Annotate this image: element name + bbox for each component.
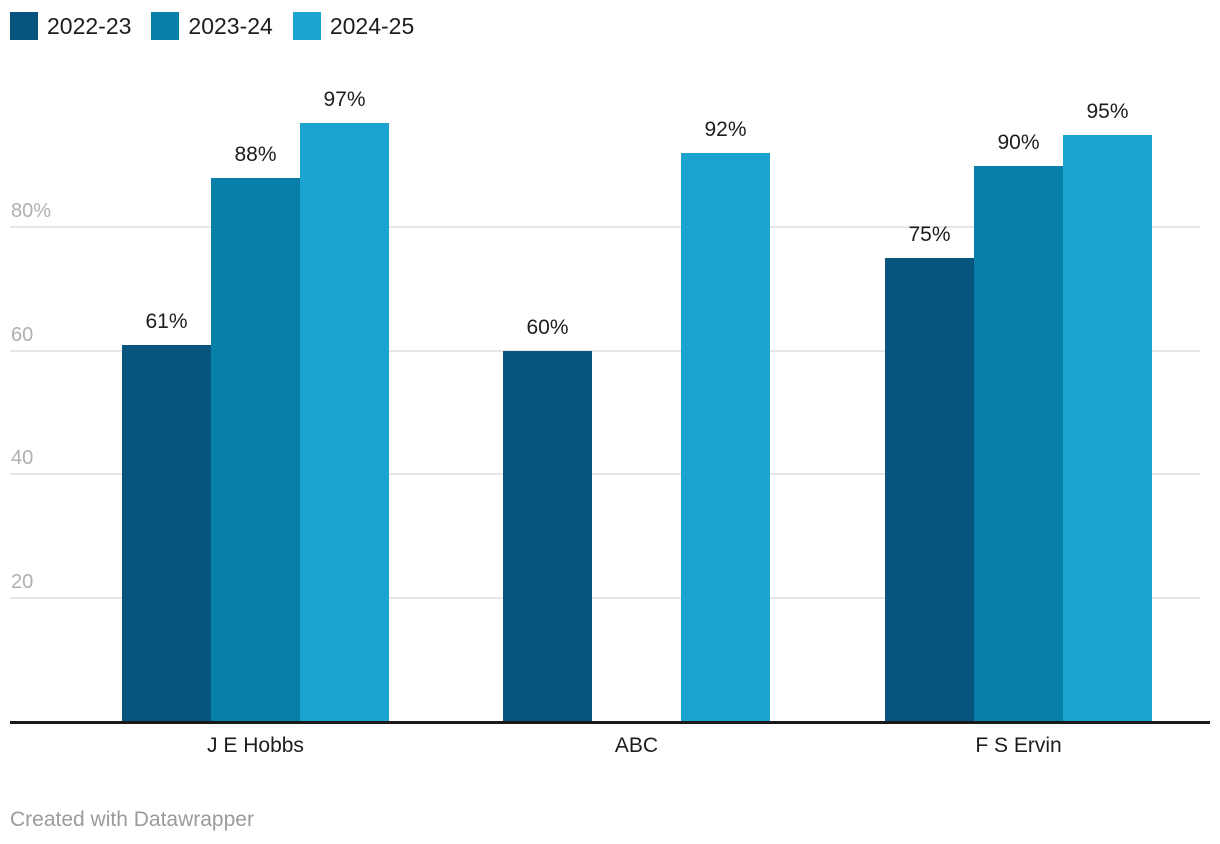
y-tick-label: 40 (11, 447, 34, 469)
bar-slot: 61% (122, 310, 211, 721)
bar-2023-24-j-e-hobbs[interactable] (211, 178, 300, 721)
bar-value-label: 60% (526, 316, 569, 339)
bar-value-label: 97% (323, 88, 366, 111)
legend-item: 2023-24 (151, 12, 273, 40)
bar-2023-24-f-s-ervin[interactable] (974, 166, 1063, 721)
bar-group-abc: 60% 92% (503, 105, 770, 721)
bar-2024-25-f-s-ervin[interactable] (1063, 135, 1152, 721)
gridline (10, 597, 1200, 599)
bar-value-label: 61% (145, 310, 188, 333)
x-axis-line (10, 721, 1210, 724)
gridline (10, 473, 1200, 475)
y-tick-label: 60 (11, 324, 34, 346)
bar-2022-23-abc[interactable] (503, 351, 592, 721)
bar-slot: 97% (300, 88, 389, 721)
gridline (10, 350, 1200, 352)
bar-slot: 75% (885, 223, 974, 721)
bar-value-label: 88% (234, 143, 277, 166)
bar-group-f-s-ervin: 75% 90% 95% (885, 100, 1152, 721)
bar-value-label: 90% (997, 131, 1040, 154)
bar-2024-25-abc[interactable] (681, 153, 770, 721)
category-label: ABC (614, 734, 659, 757)
category-label: J E Hobbs (207, 734, 304, 757)
legend-label: 2022-23 (47, 13, 132, 39)
bar-2022-23-j-e-hobbs[interactable] (122, 345, 211, 721)
bar-2024-25-j-e-hobbs[interactable] (300, 123, 389, 721)
legend-item: 2024-25 (292, 12, 415, 40)
legend-swatch (151, 12, 180, 40)
bar-slot: 95% (1063, 100, 1152, 721)
bar-value-label: 92% (704, 118, 747, 141)
bar-group-j-e-hobbs: 61% 88% 97% (122, 88, 389, 721)
bar-slot: 92% (681, 118, 770, 721)
category-label: F S Ervin (975, 734, 1062, 757)
legend-label: 2023-24 (188, 13, 273, 39)
legend-label: 2024-25 (329, 13, 415, 39)
y-tick-label: 20 (11, 571, 34, 593)
legend-item: 2022-23 (10, 12, 131, 40)
y-tick-label: 80% (11, 200, 52, 222)
attribution-text: Created with Datawrapper (10, 808, 254, 831)
bar-slot: 60% (503, 316, 592, 721)
bar-2022-23-f-s-ervin[interactable] (885, 258, 974, 721)
bar-value-label: 95% (1086, 100, 1129, 123)
bar-slot: 90% (974, 131, 1063, 721)
legend: 2022-23 2023-24 2024-25 (10, 12, 414, 40)
legend-swatch (292, 12, 321, 40)
bar-slot: 88% (211, 143, 300, 721)
legend-swatch (10, 12, 38, 40)
bar-value-label: 75% (908, 223, 951, 246)
gridline (10, 226, 1200, 228)
